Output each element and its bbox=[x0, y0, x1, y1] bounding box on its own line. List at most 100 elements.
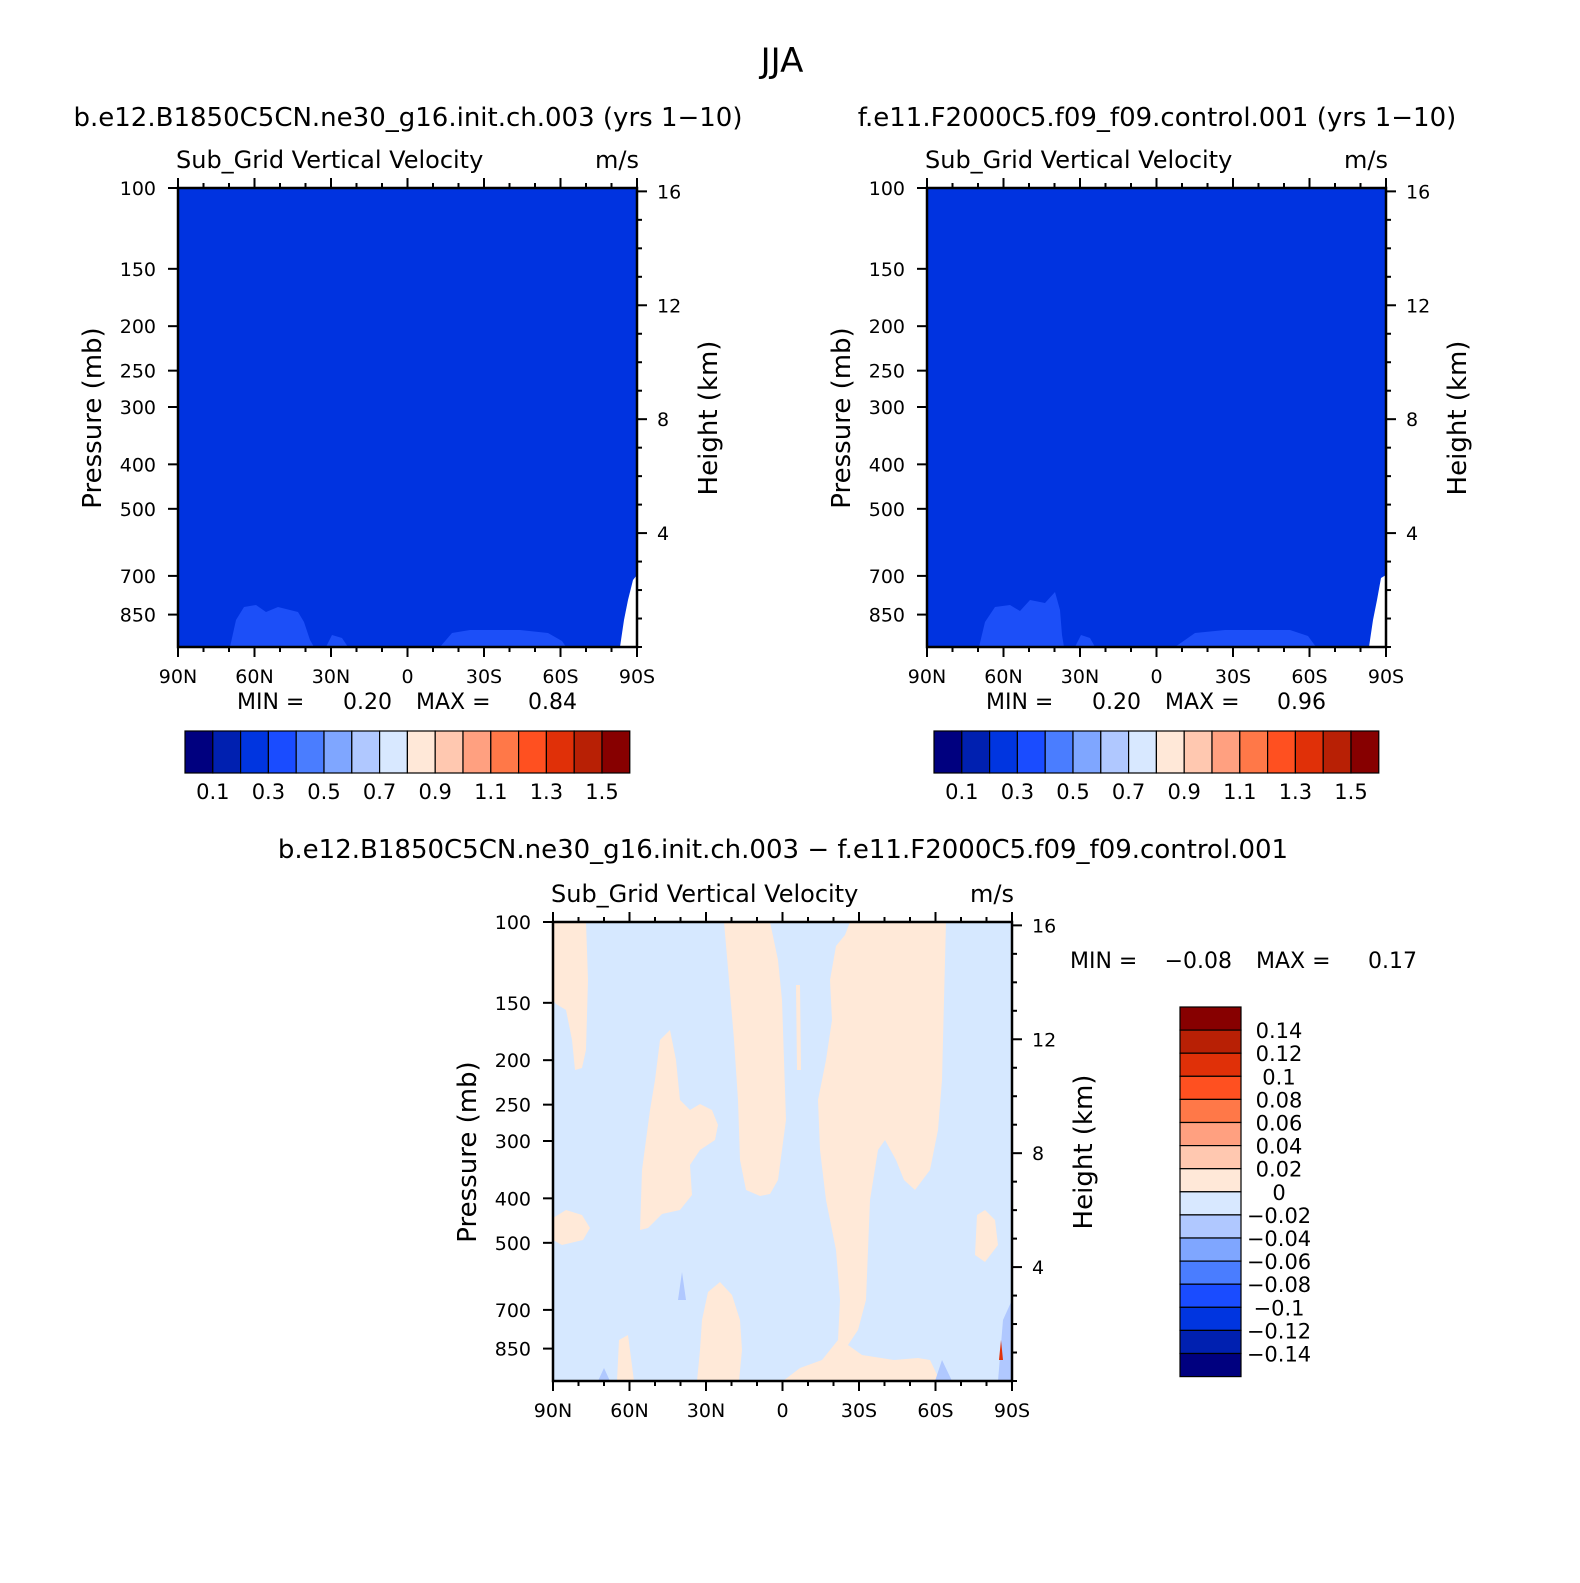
colorbar-swatch bbox=[1179, 1052, 1242, 1077]
height-tick-label: 16 bbox=[1032, 915, 1056, 937]
colorbar-label: −0.14 bbox=[1247, 1343, 1311, 1367]
colorbar-swatch bbox=[212, 730, 242, 774]
pressure-tick-label: 850 bbox=[120, 605, 156, 627]
colorbar-swatch bbox=[1179, 1098, 1242, 1124]
colorbar-swatch bbox=[1044, 730, 1074, 774]
lat-tick-label: 60S bbox=[542, 666, 578, 688]
pressure-axis-difference: 100 150 200 250 300 400 500 700 850 bbox=[495, 912, 553, 1361]
colorbar-label: 0.7 bbox=[363, 780, 396, 804]
colorbar-label: −0.08 bbox=[1247, 1273, 1311, 1297]
colorbar-label: −0.02 bbox=[1247, 1204, 1311, 1228]
lat-axis-difference: 90N 60N 30N 0 30S 60S 90S bbox=[534, 912, 1030, 1422]
colorbar-swatch bbox=[1179, 1237, 1242, 1262]
colorbar-swatch bbox=[1179, 1214, 1242, 1239]
max-label-right: MAX = bbox=[1165, 690, 1240, 715]
max-value-difference: 0.17 bbox=[1368, 949, 1417, 974]
colorbar-label: 1.5 bbox=[585, 780, 618, 804]
height-axis-left: 16 12 8 4 bbox=[637, 181, 681, 648]
colorbar-label: 1.1 bbox=[1223, 780, 1256, 804]
colorbar-swatch bbox=[517, 730, 547, 774]
colorbar-swatch bbox=[323, 730, 353, 774]
lat-tick-label: 30S bbox=[841, 1400, 877, 1422]
field-fill-right bbox=[927, 188, 1386, 647]
max-value-right: 0.96 bbox=[1277, 690, 1326, 715]
near-surface-region-south-right bbox=[1175, 630, 1316, 647]
lat-tick-label: 60S bbox=[917, 1400, 953, 1422]
positive-region-midlat-north bbox=[640, 1030, 718, 1230]
colorbar-swatch bbox=[434, 730, 464, 774]
height-tick-label: 16 bbox=[657, 181, 681, 203]
positive-region-south-polar bbox=[975, 1210, 998, 1262]
colorbar-swatch bbox=[1239, 730, 1269, 774]
colorbar-swatch bbox=[295, 730, 325, 774]
height-tick-label: 16 bbox=[1406, 181, 1430, 203]
height-tick-label: 12 bbox=[1032, 1029, 1056, 1051]
height-axis-right: 16 12 8 4 bbox=[1386, 181, 1430, 648]
colorbar-label: 0.1 bbox=[196, 780, 229, 804]
colorbar-label: 1.3 bbox=[530, 780, 563, 804]
pressure-tick-label: 100 bbox=[120, 178, 156, 200]
colorbar-label: 0 bbox=[1272, 1181, 1285, 1205]
lat-tick-label: 60S bbox=[1291, 666, 1327, 688]
panel-left: b.e12.B1850C5CN.ne30_g16.init.ch.003 (yr… bbox=[74, 103, 743, 804]
colorbar-swatch bbox=[961, 730, 991, 774]
pressure-tick-label: 500 bbox=[495, 1233, 531, 1255]
colorbar-label: −0.04 bbox=[1247, 1227, 1311, 1251]
variable-label-left: Sub_Grid Vertical Velocity bbox=[176, 146, 483, 174]
lat-tick-label: 90N bbox=[908, 666, 946, 688]
colorbar-label: 1.3 bbox=[1279, 780, 1312, 804]
min-label-right: MIN = bbox=[986, 690, 1053, 715]
min-value-difference: −0.08 bbox=[1165, 949, 1232, 974]
pressure-tick-label: 100 bbox=[495, 912, 531, 934]
negative-patch-north bbox=[598, 1368, 610, 1381]
y-axis-label-difference: Pressure (mb) bbox=[453, 1061, 483, 1242]
colorbar-swatch bbox=[1179, 1075, 1242, 1101]
units-label-difference: m/s bbox=[970, 880, 1014, 908]
near-surface-region-mid-right bbox=[1075, 635, 1095, 647]
colorbar-swatch bbox=[1179, 1260, 1242, 1285]
pressure-tick-label: 100 bbox=[869, 178, 905, 200]
pressure-tick-label: 400 bbox=[120, 454, 156, 476]
pressure-tick-label: 150 bbox=[869, 259, 905, 281]
colorbar-swatch bbox=[1179, 1329, 1242, 1355]
near-surface-region-mid-left bbox=[326, 635, 348, 647]
lat-tick-label: 90N bbox=[159, 666, 197, 688]
height-tick-label: 8 bbox=[1406, 409, 1418, 431]
near-surface-edge-left bbox=[620, 575, 637, 647]
lat-tick-label: 30S bbox=[466, 666, 502, 688]
case-title-difference: b.e12.B1850C5CN.ne30_g16.init.ch.003 − f… bbox=[278, 835, 1288, 865]
negative-patch-midlat bbox=[678, 1272, 686, 1300]
panel-right: f.e11.F2000C5.f09_f09.control.001 (yrs 1… bbox=[827, 103, 1473, 804]
pressure-tick-label: 200 bbox=[869, 316, 905, 338]
pressure-tick-label: 850 bbox=[869, 605, 905, 627]
colorbar-swatch bbox=[406, 730, 436, 774]
height-tick-label: 12 bbox=[657, 295, 681, 317]
y2-axis-label-left: Height (km) bbox=[694, 341, 724, 496]
pressure-tick-label: 300 bbox=[869, 397, 905, 419]
colorbar-label: 0.04 bbox=[1256, 1135, 1303, 1159]
colorbar-swatch bbox=[573, 730, 603, 774]
colorbar-label: 1.5 bbox=[1334, 780, 1367, 804]
units-label-right: m/s bbox=[1344, 146, 1388, 174]
colorbar-left: 0.1 0.3 0.5 0.7 0.9 1.1 1.3 1.5 bbox=[184, 730, 631, 804]
lat-tick-label: 90N bbox=[534, 1400, 572, 1422]
colorbar-swatch bbox=[1211, 730, 1241, 774]
colorbar-swatch bbox=[1179, 1144, 1242, 1170]
lat-tick-label: 0 bbox=[776, 1400, 788, 1422]
y-axis-label-right: Pressure (mb) bbox=[827, 327, 857, 508]
height-tick-label: 8 bbox=[657, 409, 669, 431]
positive-region-tropics-upper bbox=[724, 922, 786, 1196]
height-axis-difference: 16 12 8 4 bbox=[1012, 915, 1056, 1382]
colorbar-swatch bbox=[1183, 730, 1213, 774]
pressure-tick-label: 300 bbox=[120, 397, 156, 419]
pressure-tick-label: 250 bbox=[869, 361, 905, 383]
colorbar-swatch bbox=[1266, 730, 1296, 774]
pressure-tick-label: 200 bbox=[495, 1050, 531, 1072]
colorbar-swatch bbox=[933, 730, 963, 774]
colorbar-label: −0.12 bbox=[1247, 1319, 1311, 1343]
colorbar-swatch bbox=[184, 730, 214, 774]
positive-peak-south-edge bbox=[999, 1340, 1003, 1360]
near-surface-region-north-right bbox=[979, 592, 1064, 647]
colorbar-label: 0.1 bbox=[945, 780, 978, 804]
